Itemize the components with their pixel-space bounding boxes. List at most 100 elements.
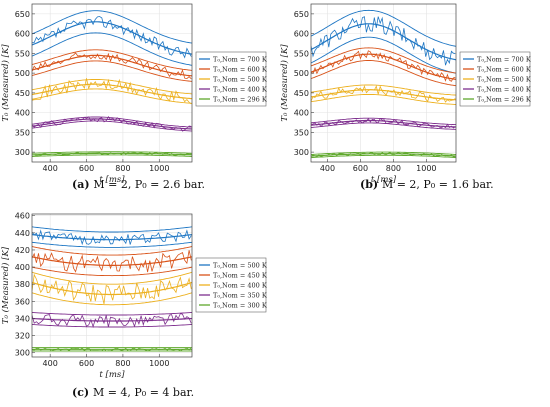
series-group [311, 9, 456, 159]
series-band-line [311, 94, 456, 105]
series-band-line [32, 292, 192, 306]
series-band-line [32, 10, 192, 44]
caption-tag: (b) [360, 178, 382, 191]
series-fit-line [32, 21, 192, 55]
y-tick-label: 420 [15, 246, 30, 255]
y-tick-label: 450 [294, 89, 309, 98]
x-tick-label: 800 [115, 164, 130, 173]
series-fit-line [311, 89, 456, 101]
x-tick-label: 400 [43, 359, 58, 368]
y-tick-label: 400 [15, 109, 30, 118]
legend-label: T₀,Nom = 400 K [213, 85, 267, 93]
chart-caption: (a) M = 2, P₀ = 2.6 bar. [72, 178, 205, 191]
y-tick-label: 350 [15, 128, 30, 137]
series-band-line [32, 246, 192, 256]
chart-panel-b: 400 600 800 1000 300 350 400 450 500 550 600 650 t [… [279, 3, 531, 191]
x-tick-label: 1000 [416, 164, 436, 173]
y-tick-label: 600 [15, 30, 30, 39]
series-band-line [32, 241, 192, 248]
y-tick-label: 400 [15, 263, 30, 272]
caption-text: M = 2, P₀ = 1.6 bar. [382, 178, 494, 191]
y-tick-label: 300 [294, 148, 309, 157]
series-fit-line [32, 256, 192, 266]
legend-label: T₀,Nom = 700 K [477, 55, 531, 63]
series-band-line [32, 154, 192, 157]
y-tick-label: 320 [15, 332, 30, 341]
series-fit-line [32, 118, 192, 130]
y-tick-label: 380 [15, 280, 30, 289]
y-tick-label: 450 [15, 89, 30, 98]
legend-label: T₀,Nom = 700 K [213, 55, 267, 63]
series-band-line [311, 117, 456, 126]
series-fit-line [32, 152, 192, 156]
legend-label: T₀,Nom = 400 K [477, 85, 531, 93]
series-band-line [311, 60, 456, 87]
series-measured-line [311, 117, 456, 129]
y-tick-label: 550 [15, 49, 30, 58]
series-group [32, 226, 192, 352]
y-tick-label: 350 [294, 128, 309, 137]
series-band-line [32, 32, 192, 66]
chart-caption: (c) M = 4, P₀ = 4 bar. [72, 386, 194, 399]
y-tick-label: 500 [15, 69, 30, 78]
legend-label: T₀,Nom = 500 K [213, 75, 267, 83]
series-band-line [32, 226, 192, 233]
series-fit-line [32, 83, 192, 100]
series-band-line [32, 78, 192, 95]
series-band-line [32, 151, 192, 154]
legend-label: T₀,Nom = 350 K [213, 291, 267, 299]
x-axis-label: t [ms] [99, 175, 125, 185]
y-axis-label: T₀ (Measured) [K] [0, 44, 11, 122]
series-measured-line [32, 313, 192, 329]
series-band-line [311, 9, 456, 47]
chart-panel-a: 400 600 800 1000 300 350 400 450 500 550 600 650 t [… [0, 3, 267, 191]
series-fit-line [311, 119, 456, 128]
legend: T₀,Nom = 700 K T₀,Nom = 600 K T₀,Nom = 500… [195, 51, 267, 107]
y-tick-label: 550 [294, 49, 309, 58]
x-tick-label: 800 [115, 359, 130, 368]
y-tick-label: 650 [294, 10, 309, 19]
y-tick-label: 600 [294, 30, 309, 39]
y-tick-label: 360 [15, 297, 30, 306]
legend: T₀,Nom = 500 K T₀,Nom = 450 K T₀,Nom = 400… [195, 257, 267, 313]
series-band-line [32, 120, 192, 132]
series-band-line [32, 49, 192, 71]
series-band-line [311, 151, 456, 155]
series-fit-line [311, 153, 456, 157]
y-tick-label: 340 [15, 314, 30, 323]
caption-text: M = 2, P₀ = 2.6 bar. [93, 178, 205, 191]
y-tick-label: 650 [15, 10, 30, 19]
series-band-line [32, 312, 192, 316]
axes-frame [31, 3, 193, 163]
series-band-line [32, 266, 192, 277]
x-axis-label: t [ms] [99, 370, 125, 380]
y-tick-label: 460 [15, 212, 30, 221]
y-tick-label: 300 [15, 148, 30, 157]
axes-frame [31, 213, 193, 358]
x-tick-label: 1000 [149, 164, 169, 173]
y-axis-label: T₀ (Measured) [K] [0, 246, 11, 324]
series-measured-line [311, 85, 456, 103]
x-tick-label: 1000 [149, 359, 169, 368]
x-tick-label: 400 [43, 164, 58, 173]
series-band-line [311, 84, 456, 96]
series-measured-line [32, 229, 192, 246]
x-tick-label: 400 [320, 164, 335, 173]
series-band-line [32, 324, 192, 328]
series-band-line [32, 60, 192, 82]
series-fit-line [311, 53, 456, 80]
legend-label: T₀,Nom = 600 K [477, 65, 531, 73]
x-tick-label: 800 [386, 164, 401, 173]
series-measured-line [32, 347, 192, 352]
series-band-line [311, 47, 456, 74]
y-axis-label: T₀ (Measured) [K] [279, 44, 290, 122]
x-tick-label: 600 [79, 164, 94, 173]
x-axis-label: t [ms] [371, 175, 397, 185]
y-tick-label: 500 [294, 69, 309, 78]
series-fit-line [32, 234, 192, 241]
series-band-line [32, 88, 192, 104]
legend-label: T₀,Nom = 500 K [213, 261, 267, 269]
axes-frame [310, 3, 457, 163]
series-band-line [311, 154, 456, 159]
